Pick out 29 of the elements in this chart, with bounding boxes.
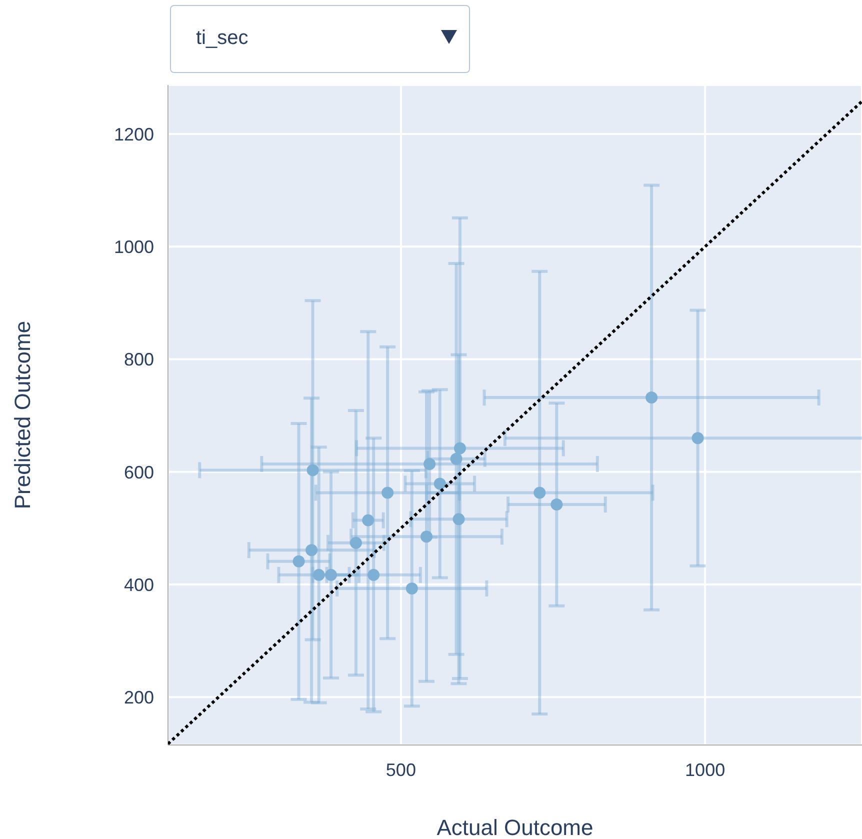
y-tick-label: 1200 (114, 124, 154, 144)
x-axis-title: Actual Outcome (436, 815, 594, 839)
point (420, 530, 432, 543)
y-tick-label: 1000 (114, 237, 154, 258)
point (292, 555, 305, 568)
point (692, 432, 704, 444)
y-tick-label: 600 (124, 462, 154, 482)
point (306, 544, 318, 556)
point (550, 498, 563, 511)
point (350, 536, 362, 549)
point (452, 513, 465, 526)
point (306, 464, 319, 476)
point (368, 568, 380, 581)
y-tick-label: 200 (124, 688, 154, 708)
x-tick-label: 500 (386, 760, 416, 780)
y-axis-title: Predicted Outcome (10, 320, 35, 510)
point (382, 486, 394, 499)
point (424, 458, 436, 470)
point (312, 568, 325, 581)
dropdown-field: ti_sec (170, 5, 470, 73)
point (534, 486, 546, 499)
point (434, 478, 446, 490)
point (362, 514, 374, 526)
point (454, 442, 466, 454)
point (450, 452, 462, 465)
y-tick-label: 400 (124, 574, 154, 595)
point (646, 392, 658, 404)
y-tick-label: 800 (124, 350, 154, 370)
point (406, 582, 418, 594)
